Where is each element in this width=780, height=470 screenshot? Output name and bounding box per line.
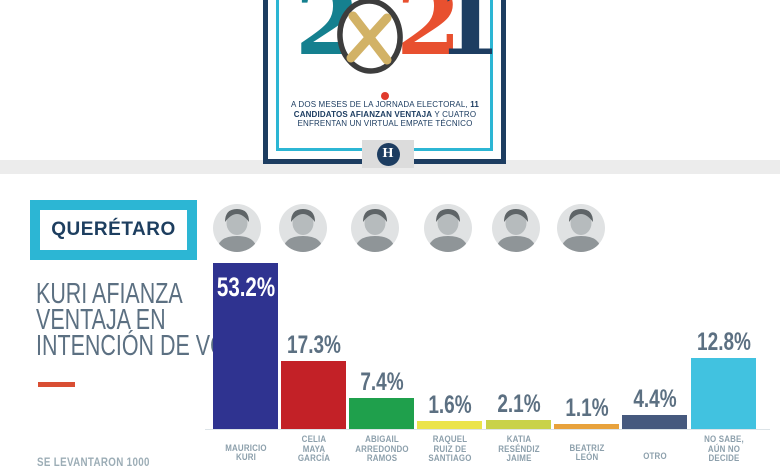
bar-category-label: NO SABE, AÚN NO DECIDE (703, 434, 744, 463)
bar (213, 263, 278, 429)
headline-line-2: VENTAJA EN (36, 304, 166, 336)
candidate-photo (557, 204, 605, 252)
chart-baseline (205, 429, 770, 430)
tagline-line1: A DOS MESES DE LA JORNADA ELECTORAL, (290, 100, 471, 109)
bar-category-label: CELIA MAYA GARCÍA (297, 434, 330, 463)
bar (622, 415, 687, 429)
bar (281, 361, 346, 429)
bar (349, 398, 414, 429)
bar (417, 421, 482, 429)
candidate-photo (213, 204, 261, 252)
bar-category-label: KATIA RESÉNDIZ JAIME (497, 434, 540, 463)
bar-value-label: 17.3% (286, 331, 341, 359)
state-badge: QUERÉTARO (30, 200, 197, 260)
heraldo-logo-tab: H (362, 140, 414, 168)
methodology-note: SE LEVANTARON 1000 (37, 457, 150, 469)
bar-category-label: MAURICIO KURI (224, 442, 267, 462)
state-badge-label: QUERÉTARO (51, 219, 176, 240)
candidate-photo (279, 204, 327, 252)
bar-value-label: 53.2% (216, 272, 275, 302)
bar-value-label: 1.6% (427, 391, 472, 419)
tagline-line2-bold: CANDIDATOS AFIANZAN VENTAJA (293, 109, 433, 119)
headline-line-1: KURI AFIANZA (36, 278, 183, 310)
bar-value-label: 2.1% (496, 390, 541, 418)
tagline-line1-bold: 11 (470, 100, 479, 109)
bar (691, 358, 756, 429)
tagline-line2: Y CUATRO (432, 109, 477, 119)
heraldo-letter: H (382, 146, 394, 161)
bar-value-label: 7.4% (359, 368, 404, 396)
candidate-photo (492, 204, 540, 252)
masthead-tagline: A DOS MESES DE LA JORNADA ELECTORAL, 11 … (274, 100, 496, 129)
bar-value-label: 4.4% (632, 385, 677, 413)
bar-category-label: RAQUEL RUIZ DE SANTIAGO (427, 434, 472, 463)
bar-category-label: ABIGAIL ARREDONDO RAMOS (354, 434, 409, 463)
bar (554, 424, 619, 429)
bar-value-label: 1.1% (564, 394, 609, 422)
ballot-x-icon (337, 0, 403, 74)
candidate-photo (351, 204, 399, 252)
bar (486, 420, 551, 429)
candidate-photo (424, 204, 472, 252)
tagline-line3: ENFRENTAN UN VIRTUAL EMPATE TÉCNICO (297, 119, 473, 128)
bar-category-label: OTRO (642, 451, 667, 461)
logo-digit-1-navy: 1 (436, 0, 502, 77)
red-dot (381, 92, 389, 100)
logo-digit-2-orange: 2 (396, 0, 462, 77)
bar-value-label: 12.8% (696, 328, 751, 356)
bar-category-label: BEATRIZ LEÓN (569, 442, 604, 462)
headline-underline (38, 382, 75, 387)
heraldo-logo: H (376, 142, 400, 166)
